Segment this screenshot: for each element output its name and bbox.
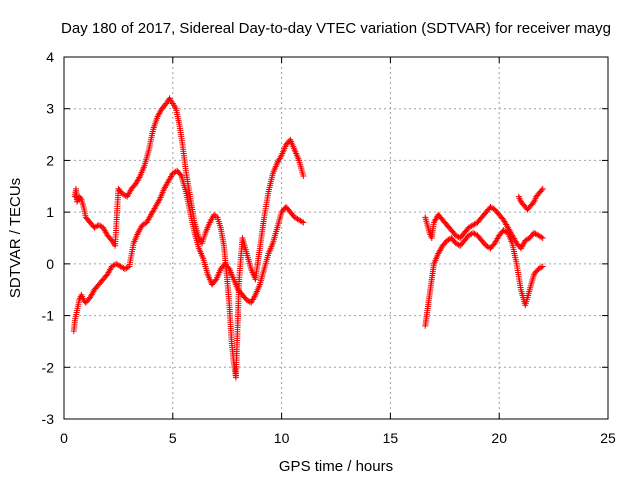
x-tick-label: 15 [383,430,399,446]
y-tick-label: -2 [42,359,55,375]
grid-lines [64,57,608,419]
series-trace-D [422,227,546,329]
y-tick-label: 4 [46,49,54,65]
series-trace-E [515,185,546,213]
plot-frame [63,56,609,420]
data-point [300,219,307,226]
data-point [538,234,545,241]
data-point [162,101,169,108]
x-tick-label: 20 [491,430,507,446]
y-axis-label: SDTVAR / TECUs [7,178,24,298]
chart-title: Day 180 of 2017, Sidereal Day-to-day VTE… [61,20,611,37]
data-point [539,235,546,241]
data-point [177,171,184,178]
series-trace-C [422,203,546,252]
data-point [212,277,219,284]
y-tick-label: 0 [46,256,54,272]
data-point [539,263,546,270]
x-tick-label: 25 [600,430,616,446]
y-tick-label: 1 [46,204,54,220]
data-point [538,187,545,194]
data-point [298,218,305,225]
data-point [300,172,307,179]
data-point [77,194,84,201]
data-series [70,95,546,381]
data-point [225,264,232,271]
data-point [539,185,546,192]
x-tick-label: 0 [60,430,68,446]
series-trace-B [70,167,307,335]
y-tick-label: 2 [46,152,54,168]
data-point [529,200,536,207]
series-trace-A [71,95,307,381]
x-axis-label: GPS time / hours [279,458,393,475]
y-tick-label: -1 [42,308,55,324]
data-point [538,264,545,271]
x-tick-label: 5 [169,430,177,446]
y-tick-label: 3 [46,101,54,117]
y-tick-label: -3 [42,411,55,427]
axis-ticks: 0 5 10 15 20 25 -3 -2 -1 0 1 2 3 4 [42,49,616,446]
x-tick-label: 10 [274,430,290,446]
